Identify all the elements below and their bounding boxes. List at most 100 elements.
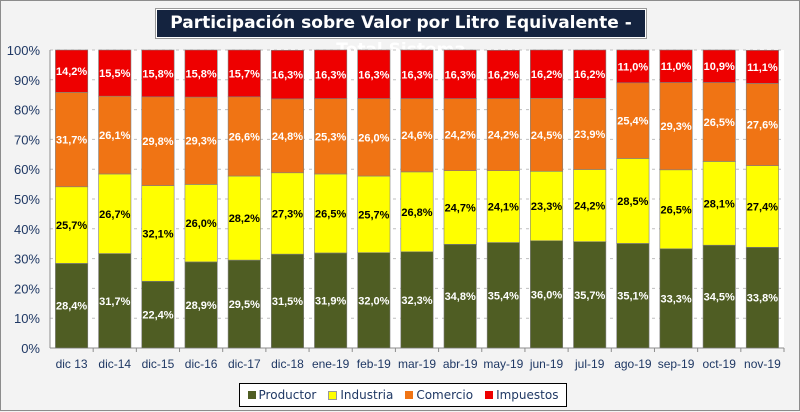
bar-segment-industria [98,173,132,254]
x-tick-label: dic-14 [98,357,131,371]
data-label-industria: 25,7% [358,209,389,221]
y-tick-label: 70% [14,132,40,147]
data-label-productor: 22,4% [142,310,173,322]
bar-group: 33,8% 27,4% 27,6% 11,1% [745,49,779,349]
bar-group: 31,7% 26,7% 26,1% 15,5% [98,49,132,349]
x-tick-label: feb-19 [357,357,391,371]
bar-segment-comercio [98,95,132,175]
x-tick-label: jun-19 [529,357,564,371]
y-tick-label: 0% [21,341,40,356]
bar-segment-comercio [573,97,607,170]
y-tick-label: 40% [14,222,40,237]
data-label-industria: 26,7% [99,209,130,221]
data-label-impuestos: 11,1% [747,62,778,74]
bar-group: 31,9% 26,5% 25,3% 16,3% [314,49,348,349]
data-label-impuestos: 16,3% [401,69,432,81]
legend-label-comercio: Comercio [416,388,474,402]
data-label-comercio: 25,3% [315,131,346,143]
data-label-productor: 36,0% [531,289,562,301]
data-label-productor: 33,3% [660,293,691,305]
bar-segment-impuestos [98,49,132,97]
bar-group: 33,3% 26,5% 29,3% 11,0% [659,49,693,349]
data-label-productor: 31,7% [99,296,130,308]
data-label-productor: 35,1% [617,291,648,303]
data-label-industria: 24,2% [574,201,605,213]
bar-group: 31,5% 27,3% 24,8% 16,3% [270,49,304,349]
bar-segment-industria [702,161,736,246]
data-label-impuestos: 15,8% [186,69,217,81]
bar-segment-industria [443,170,477,245]
x-tick-label: abr-19 [443,357,478,371]
y-tick-label: 10% [14,311,40,326]
data-label-comercio: 24,6% [401,130,432,142]
bar-segment-comercio [443,98,477,171]
data-label-productor: 33,8% [747,293,778,305]
bar-segment-productor [314,252,348,349]
bar-segment-impuestos [659,49,693,83]
data-label-productor: 31,9% [315,295,346,307]
bar-segment-productor [616,243,650,349]
data-label-productor: 28,4% [56,301,87,313]
bar-group: 35,4% 24,1% 24,2% 16,2% [486,49,520,349]
legend-label-productor: Productor [258,388,317,402]
bar-segment-productor [702,244,736,349]
bar-segment-comercio [659,82,693,171]
data-label-impuestos: 16,3% [272,70,303,82]
x-tick-label: dic-17 [228,357,261,371]
y-tick-label: 80% [14,103,40,118]
x-axis: dic 13 dic-14 dic-15 dic-16 dic-17 dic-18 ene-… [56,348,785,371]
data-label-comercio: 29,8% [142,136,173,148]
x-tick-label: ene-19 [312,357,350,371]
chart-title: Participación sobre Valor por Litro Equi… [156,9,646,60]
legend-swatch-impuestos [485,391,494,399]
data-label-productor: 32,3% [401,295,432,307]
data-label-comercio: 29,3% [660,121,691,133]
bar-segment-impuestos [530,49,564,99]
data-label-productor: 31,5% [272,296,303,308]
x-tick-label: mar-19 [398,357,436,371]
data-label-comercio: 24,2% [445,130,476,142]
bar-segment-impuestos [400,49,434,99]
bar-group: 35,1% 28,5% 25,4% 11,0% [616,49,650,349]
data-label-comercio: 25,4% [617,116,648,128]
bar-segment-comercio [486,98,520,171]
legend-item-productor: Productor [247,388,317,402]
bar-segment-impuestos [702,49,736,83]
legend-item-impuestos: Impuestos [485,388,558,402]
data-label-industria: 24,7% [445,202,476,214]
bar-group: 32,0% 25,7% 26,0% 16,3% [357,49,391,349]
data-label-industria: 26,5% [315,208,346,220]
bar-segment-productor [659,248,693,349]
bar-group: 32,3% 26,8% 24,6% 16,3% [400,49,434,349]
y-tick-label: 60% [14,162,40,177]
x-tick-label: nov-19 [744,357,781,371]
bar-segment-impuestos [55,49,89,93]
legend-swatch-productor [247,391,256,399]
bar-segment-impuestos [227,49,261,98]
bar-segment-comercio [141,96,175,186]
bars: 28,4% 25,7% 31,7% 14,2% 31,7% 26,7% 26,1% 15,5%… [55,49,779,349]
data-label-impuestos: 11,0% [661,61,692,73]
x-tick-label: sep-19 [658,357,695,371]
data-label-impuestos: 14,2% [56,66,87,78]
data-label-comercio: 24,2% [488,130,519,142]
data-label-impuestos: 10,9% [704,61,735,73]
bar-group: 34,5% 28,1% 26,5% 10,9% [702,49,736,349]
x-tick-label: dic-18 [271,357,304,371]
bar-group: 28,9% 26,0% 29,3% 15,8% [184,49,218,349]
bar-segment-comercio [616,82,650,159]
legend-swatch-comercio [405,391,414,399]
bar-segment-industria [659,169,693,250]
bar-segment-productor [270,253,304,349]
bar-group: 22,4% 32,1% 29,8% 15,8% [141,49,175,349]
bar-group: 36,0% 23,3% 24,5% 16,2% [530,49,564,349]
data-label-comercio: 26,0% [358,132,389,144]
data-label-impuestos: 16,2% [531,69,562,81]
bar-segment-productor [55,263,89,349]
bar-group: 29,5% 28,2% 26,6% 15,7% [227,49,261,349]
legend-item-comercio: Comercio [405,388,473,402]
data-label-industria: 27,4% [747,201,778,213]
bar-segment-comercio [530,97,564,172]
data-label-comercio: 29,3% [186,136,217,148]
data-label-impuestos: 11,0% [618,61,649,73]
